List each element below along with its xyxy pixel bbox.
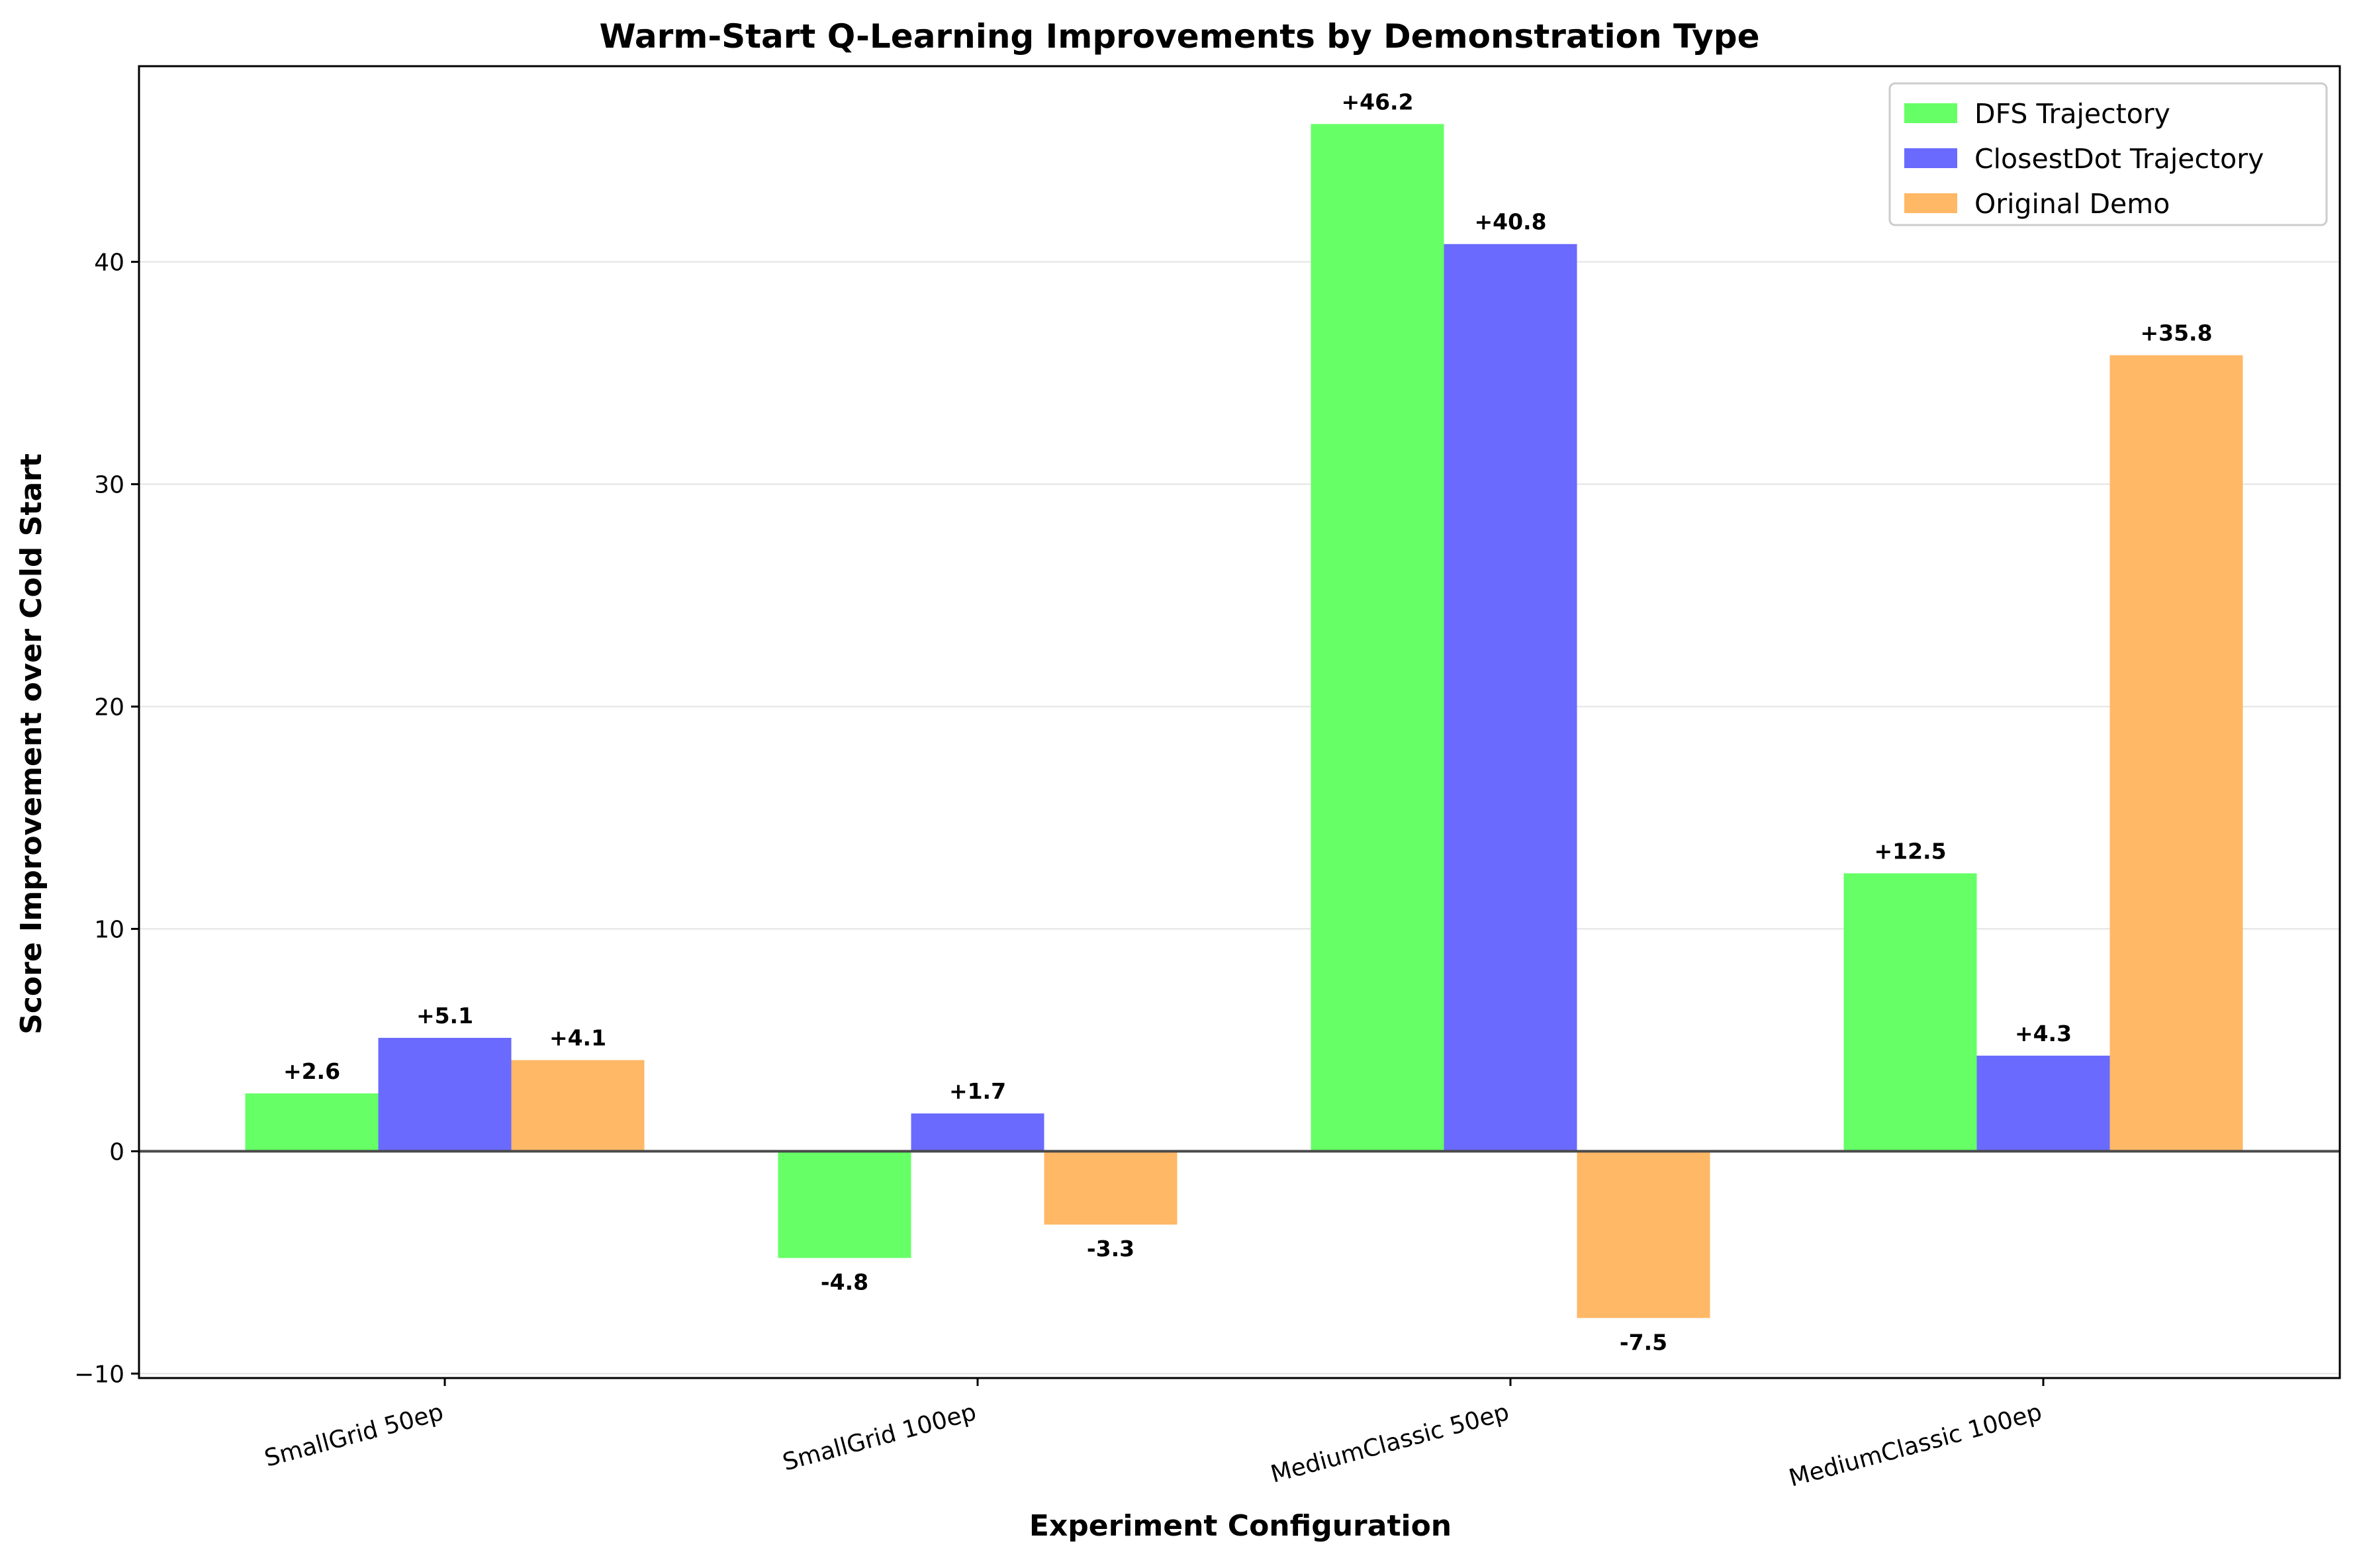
legend-label-1: ClosestDot Trajectory xyxy=(1974,143,2264,175)
data-label-0-2: +46.2 xyxy=(1341,89,1413,115)
bar-1-2 xyxy=(1444,244,1577,1152)
legend-label-0: DFS Trajectory xyxy=(1974,98,2170,130)
data-label-1-3: +4.3 xyxy=(2015,1021,2072,1046)
data-label-1-0: +5.1 xyxy=(416,1003,473,1029)
legend-swatch-0 xyxy=(1904,103,1957,123)
y-tick-label-2: 10 xyxy=(94,916,124,943)
data-label-2-2: -7.5 xyxy=(1620,1329,1667,1355)
plot-frame xyxy=(138,65,2341,1379)
plot-border xyxy=(138,65,2341,1379)
bar-2-2 xyxy=(1577,1151,1710,1318)
bar-2-0 xyxy=(511,1060,645,1152)
bar-1-3 xyxy=(1976,1055,2110,1152)
x-tick-label-3: MediumClassic 100ep xyxy=(1786,1399,2045,1492)
data-label-2-3: +35.8 xyxy=(2140,320,2212,346)
legend-label-2: Original Demo xyxy=(1974,188,2170,220)
y-tick-label-5: 40 xyxy=(94,250,124,277)
bar-1-1 xyxy=(911,1113,1044,1152)
bars xyxy=(245,124,2243,1318)
bar-0-0 xyxy=(245,1093,379,1152)
bar-2-3 xyxy=(2109,355,2243,1152)
data-label-0-1: -4.8 xyxy=(821,1269,868,1295)
y-tick-label-0: −10 xyxy=(74,1361,124,1388)
legend: DFS Trajectory ClosestDot Trajectory Origi… xyxy=(1888,82,2328,226)
y-tick-label-3: 20 xyxy=(94,694,124,721)
data-label-2-0: +4.1 xyxy=(549,1025,606,1051)
x-axis-label: Experiment Configuration xyxy=(1029,1509,1452,1543)
bar-0-2 xyxy=(1311,124,1444,1152)
x-tick-label-0: SmallGrid 50ep xyxy=(261,1399,446,1473)
x-tick-label-1: SmallGrid 100ep xyxy=(780,1399,979,1476)
x-tick-label-2: MediumClassic 50ep xyxy=(1268,1399,1512,1489)
data-label-0-0: +2.6 xyxy=(283,1058,340,1084)
data-label-1-1: +1.7 xyxy=(949,1078,1006,1104)
legend-swatch-1 xyxy=(1904,148,1957,168)
data-labels: +2.6 -4.8 +46.2 +12.5 +5.1 +1.7 +40.8 +4.3 +4.1 -… xyxy=(283,89,2213,1355)
bar-0-1 xyxy=(778,1151,911,1258)
data-label-1-2: +40.8 xyxy=(1474,209,1546,235)
y-tick-label-4: 30 xyxy=(94,472,124,499)
y-axis-label: Score Improvement over Cold Start xyxy=(15,453,48,1035)
bar-0-3 xyxy=(1843,873,1977,1152)
legend-swatch-2 xyxy=(1904,193,1957,213)
ticks: −10 0 10 20 30 40 SmallGrid 50ep SmallGrid 100e… xyxy=(74,250,2045,1493)
bar-1-0 xyxy=(378,1038,512,1152)
legend-box xyxy=(1888,82,2328,226)
data-label-0-3: +12.5 xyxy=(1874,838,1946,864)
gridlines xyxy=(139,261,2340,1375)
chart-title: Warm-Start Q-Learning Improvements by De… xyxy=(600,17,1760,56)
bar-2-1 xyxy=(1044,1151,1178,1225)
data-label-2-1: -3.3 xyxy=(1087,1236,1134,1262)
y-tick-label-1: 0 xyxy=(109,1138,124,1166)
